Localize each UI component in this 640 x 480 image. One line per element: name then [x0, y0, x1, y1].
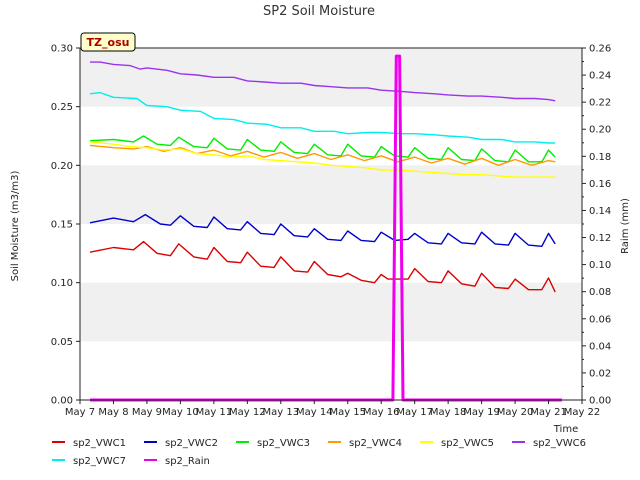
y-tick-label: 0.30 — [51, 44, 73, 55]
legend-item-sp2_VWC3: sp2_VWC3 — [236, 438, 310, 449]
x-tick-label: May 7 — [65, 407, 95, 418]
series-line-sp2_VWC5 — [89, 141, 556, 178]
y-tick-label: 0.15 — [51, 220, 73, 231]
y-tick-label: 0.20 — [51, 161, 73, 172]
y2-tick-label: 0.12 — [589, 233, 611, 244]
axes-layer: 0.00 0.05 0.10 0.15 0.20 0.25 0.30 0.00 0.02 0.04… — [51, 44, 612, 419]
series-line-sp2_VWC2 — [89, 213, 556, 248]
series-line-sp2_VWC3 — [89, 135, 556, 163]
x-tick-label: May 12 — [229, 407, 266, 418]
grid-band — [80, 282, 582, 342]
legend-item-sp2_VWC4: sp2_VWC4 — [328, 438, 402, 449]
y2-axis-title: Raim (mm) — [620, 198, 631, 254]
legend: sp2_VWC1 sp2_VWC2 sp2_VWC3 sp2_VWC4 sp2_VWC5… — [52, 438, 586, 467]
y-axis-title: Soil Moisture (m3/m3) — [10, 171, 21, 282]
x-tick-label: May 11 — [196, 407, 233, 418]
y2-tick-label: 0.02 — [589, 368, 611, 379]
x-tick-label: May 18 — [430, 407, 467, 418]
legend-item-sp2_VWC2: sp2_VWC2 — [144, 438, 218, 449]
chart-badge-label: TZ_osu — [87, 36, 130, 49]
y2-tick-label: 0.14 — [589, 206, 611, 217]
y2-tick-label: 0.06 — [589, 314, 611, 325]
legend-label: sp2_VWC3 — [257, 438, 310, 449]
y-tick-label: 0.25 — [51, 102, 73, 113]
legend-label: sp2_VWC7 — [73, 456, 126, 467]
legend-label: sp2_Rain — [165, 456, 210, 467]
y2-tick-label: 0.22 — [589, 98, 611, 109]
series-line-sp2_VWC1 — [89, 240, 556, 293]
y2-tick-label: 0.26 — [589, 44, 611, 55]
chart-badge: TZ_osu — [80, 32, 136, 52]
legend-label: sp2_VWC2 — [165, 438, 218, 449]
y2-tick-label: 0.00 — [589, 396, 611, 407]
y2-tick-label: 0.20 — [589, 125, 611, 136]
y2-tick-label: 0.24 — [589, 71, 611, 82]
series-line-sp2_VWC6 — [90, 61, 556, 102]
x-tick-label: May 22 — [564, 407, 601, 418]
grid-band — [80, 165, 582, 224]
x-axis-title: Time — [553, 424, 578, 435]
y2-tick-label: 0.16 — [589, 179, 611, 190]
x-tick-label: May 16 — [363, 407, 400, 418]
x-tick-label: May 19 — [463, 407, 500, 418]
y-tick-label: 0.00 — [51, 396, 73, 407]
x-tick-label: May 15 — [329, 407, 366, 418]
x-tick-label: May 14 — [296, 407, 333, 418]
x-tick-label: May 13 — [263, 407, 300, 418]
x-tick-label: May 10 — [162, 407, 199, 418]
y2-tick-label: 0.08 — [589, 287, 611, 298]
legend-label: sp2_VWC1 — [73, 438, 126, 449]
legend-item-sp2_VWC6: sp2_VWC6 — [512, 438, 586, 449]
y-tick-label: 0.05 — [51, 337, 73, 348]
series-line-sp2_VWC7 — [89, 91, 556, 144]
x-tick-label: May 20 — [497, 407, 534, 418]
y2-tick-label: 0.04 — [589, 341, 611, 352]
y2-tick-label: 0.10 — [589, 260, 611, 271]
legend-label: sp2_VWC5 — [441, 438, 494, 449]
x-tick-label: May 9 — [132, 407, 162, 418]
chart-title: SP2 Soil Moisture — [263, 4, 375, 19]
legend-item-sp2_VWC7: sp2_VWC7 — [52, 456, 126, 467]
legend-item-sp2_Rain: sp2_Rain — [144, 456, 210, 467]
x-tick-label: May 17 — [396, 407, 433, 418]
chart-badge-box — [80, 32, 136, 52]
y-tick-label: 0.10 — [51, 278, 73, 289]
legend-label: sp2_VWC6 — [533, 438, 586, 449]
x-tick-label: May 21 — [530, 407, 567, 418]
x-tick-label: May 8 — [98, 407, 128, 418]
legend-label: sp2_VWC4 — [349, 438, 402, 449]
legend-item-sp2_VWC1: sp2_VWC1 — [52, 438, 126, 449]
legend-item-sp2_VWC5: sp2_VWC5 — [420, 438, 494, 449]
y2-tick-label: 0.18 — [589, 152, 611, 163]
plot-background — [80, 48, 582, 400]
